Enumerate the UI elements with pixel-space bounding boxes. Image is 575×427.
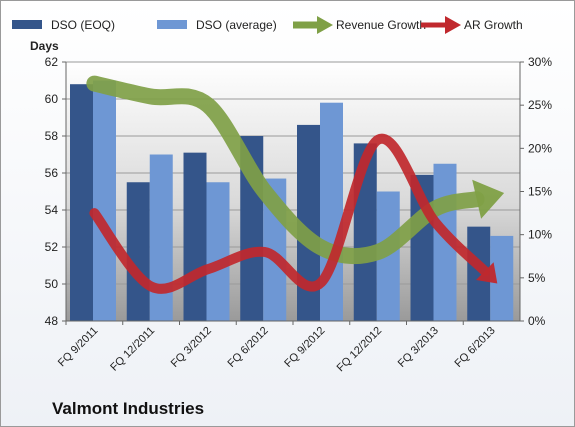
ar-growth-arrow-head: [476, 262, 498, 284]
x-tick-label: FQ 6/2013: [453, 325, 498, 370]
legend-swatch: [12, 20, 42, 29]
x-tick-label: FQ 12/2012: [335, 325, 385, 375]
revenue-growth-line: [86, 75, 485, 265]
legend-label: AR Growth: [464, 18, 523, 32]
x-tick-label: FQ 3/2012: [169, 325, 214, 370]
left-tick-label: 58: [45, 129, 59, 143]
bars: [70, 80, 514, 322]
ar-growth-line: [89, 133, 490, 294]
x-tick-label: FQ 3/2013: [396, 325, 441, 370]
right-tick-label: 25%: [528, 98, 552, 112]
legend-swatch: [157, 20, 187, 29]
company-name: Valmont Industries: [52, 399, 204, 418]
right-tick-label: 5%: [528, 271, 546, 285]
bar-dso-eoq: [70, 84, 93, 321]
right-tick-label: 15%: [528, 185, 552, 199]
bar-dso-average: [490, 235, 514, 321]
bar-dso-eoq: [183, 152, 207, 321]
legend-label: DSO (average): [196, 18, 277, 32]
legend: DSO (EOQ) DSO (average) Revenue Growth AR G…: [12, 16, 523, 34]
x-tick-label: FQ 9/2012: [282, 325, 327, 370]
bar-dso-eoq: [467, 226, 491, 321]
bar-dso-average: [376, 191, 400, 321]
right-tick-label: 30%: [528, 55, 552, 69]
left-tick-label: 54: [45, 203, 59, 217]
bar-dso-eoq: [126, 182, 150, 321]
bar-dso-average: [206, 182, 230, 321]
left-tick-label: 60: [45, 92, 59, 106]
x-tick-label: FQ 12/2011: [108, 325, 157, 374]
left-tick-label: 50: [45, 277, 59, 291]
left-tick-label: 56: [45, 166, 59, 180]
x-tick-label: FQ 6/2012: [226, 325, 271, 370]
legend-swatch-arrow: [445, 16, 461, 34]
revenue-growth-arrow-head: [472, 179, 505, 219]
x-tick-label: FQ 9/2011: [56, 325, 101, 370]
legend-swatch-arrow: [317, 16, 333, 34]
left-tick-label: 48: [45, 314, 59, 328]
left-tick-label: 52: [45, 240, 59, 254]
bar-dso-average: [93, 80, 116, 321]
legend-label: Revenue Growth: [336, 18, 426, 32]
right-tick-label: 0%: [528, 314, 546, 328]
bar-dso-average: [149, 154, 173, 321]
right-tick-label: 20%: [528, 141, 552, 155]
bar-dso-average: [320, 102, 343, 321]
legend-label: DSO (EOQ): [51, 18, 115, 32]
growth-lines: [86, 75, 505, 294]
left-tick-label: 62: [45, 55, 59, 69]
right-tick-label: 10%: [528, 228, 552, 242]
bar-dso-eoq: [297, 124, 320, 322]
left-axis-label: Days: [30, 39, 59, 53]
